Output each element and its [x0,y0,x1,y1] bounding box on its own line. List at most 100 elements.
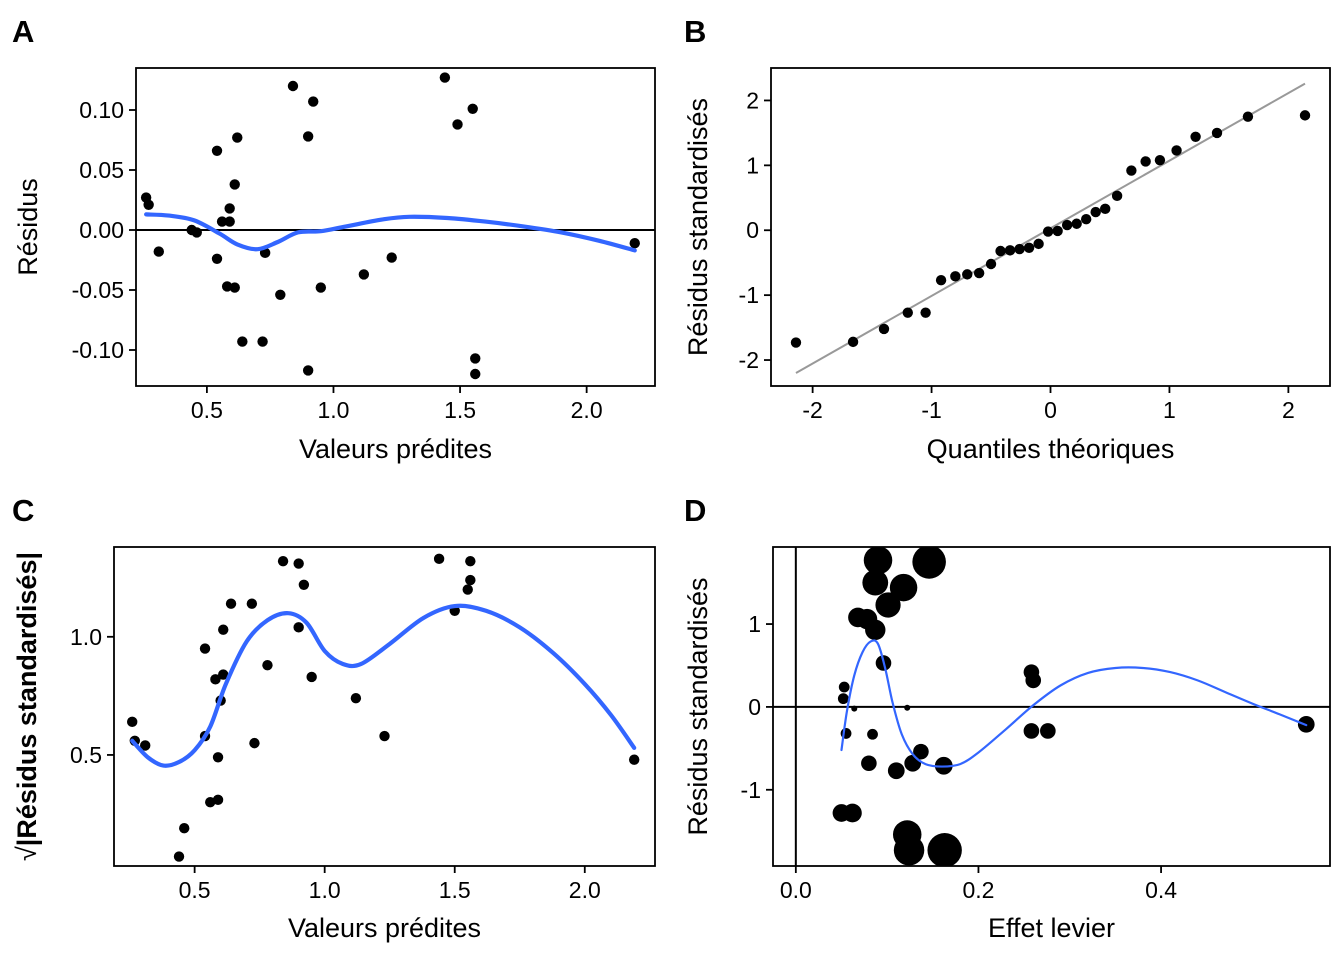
panel-frame [113,546,656,867]
data-point [838,681,850,693]
x-tick-label: -2 [802,397,822,423]
x-tick-label: 0 [1044,397,1057,423]
data-point [790,337,802,348]
y-tick-label: 0.10 [79,97,124,123]
data-point [1171,145,1182,156]
panel-frame [135,67,656,387]
data-point [1299,110,1311,121]
data-point [205,797,216,808]
data-point [985,258,997,270]
data-point [1154,154,1166,166]
data-point [935,275,947,286]
data-point [1023,242,1035,253]
data-point [173,851,185,862]
data-point [224,203,235,214]
data-point [913,743,929,760]
data-point [212,794,224,806]
data-point [1242,111,1254,122]
x-tick-label: 2.0 [571,397,603,423]
data-point [237,336,248,347]
data-point [973,267,985,279]
data-point [1014,243,1025,255]
data-point [298,579,310,591]
data-point [862,569,889,596]
x-tick-label: 0.4 [1145,877,1177,903]
y-tick-label: 1 [748,611,761,637]
data-point [902,307,913,318]
data-point [1042,226,1054,237]
x-tick-label: 1.0 [317,397,349,423]
data-point [861,755,877,772]
panel-tag: C [12,493,34,528]
data-point [628,754,640,765]
data-point [216,216,228,227]
data-point [863,547,893,575]
y-axis-label-inner: |Résidus standardisés| [12,552,42,846]
y-tick-label: 2 [746,87,759,113]
plot-area [127,553,640,862]
y-tick-label: -2 [739,347,759,373]
panel-d: D 0.0 0.2 0.4 -1 0 1 Effet levier Résidus standa… [683,493,1331,943]
data-point [358,269,370,280]
data-point [843,803,862,823]
data-point [199,643,211,654]
data-point [889,573,918,602]
data-point [995,245,1006,257]
data-point [462,584,473,595]
data-point [887,762,905,780]
data-point [1061,219,1073,231]
data-point [465,574,476,586]
y-tick-label: 0.05 [79,157,124,183]
data-point [262,659,273,671]
x-axis-label: Effet levier [988,913,1115,943]
data-point [920,307,931,318]
data-point [875,592,901,618]
data-point [293,622,304,633]
data-point [218,669,229,680]
panel-tag: A [12,14,34,49]
x-axis-label: Valeurs prédites [299,434,492,464]
y-tick-label: 0 [746,217,759,243]
data-point [302,131,314,142]
data-point [465,555,476,567]
x-tick-label: 1.0 [309,877,341,903]
panel-b: B -2 -1 0 1 2 -2 -1 0 1 2 Quantiles théoriques Résid… [683,14,1331,464]
data-point [1190,131,1201,142]
panel-tag: D [684,493,706,528]
data-point [1211,127,1223,139]
x-tick-label: 0.5 [179,877,211,903]
data-point [847,336,859,348]
data-point [1140,156,1151,167]
data-point [1004,245,1016,256]
data-point [153,246,164,257]
panel-c: C 0.5 1.0 1.5 2.0 0.5 1.0 Valeurs prédites √|Rés… [12,493,656,943]
data-point [1033,238,1044,250]
data-point [867,728,878,740]
x-axis-label: Quantiles théoriques [927,434,1175,464]
data-point [962,269,973,280]
data-point [211,145,223,156]
data-point [470,353,481,364]
sqrt-symbol: √ [12,846,42,861]
y-tick-label: -0.05 [72,277,124,303]
data-point [257,336,268,347]
data-point [1111,190,1123,202]
data-point [1071,218,1082,229]
data-point [210,674,221,685]
data-point [277,555,289,567]
y-tick-label: 0 [748,694,761,720]
data-point [127,716,138,728]
y-tick-label: -1 [739,282,759,308]
y-axis-label: Résidus standardisés [683,98,713,356]
x-tick-label: 1.5 [439,877,471,903]
data-point [249,737,260,749]
data-point [912,547,946,579]
data-point [433,553,445,565]
data-point [837,693,849,705]
y-tick-label: 0.00 [79,217,124,243]
panel-a: A 0.5 1.0 1.5 2.0 -0.10 -0.05 0.00 0.05 0.10 Valeu… [12,14,656,464]
data-point [143,199,154,210]
data-point [350,693,362,704]
data-point [287,80,299,92]
